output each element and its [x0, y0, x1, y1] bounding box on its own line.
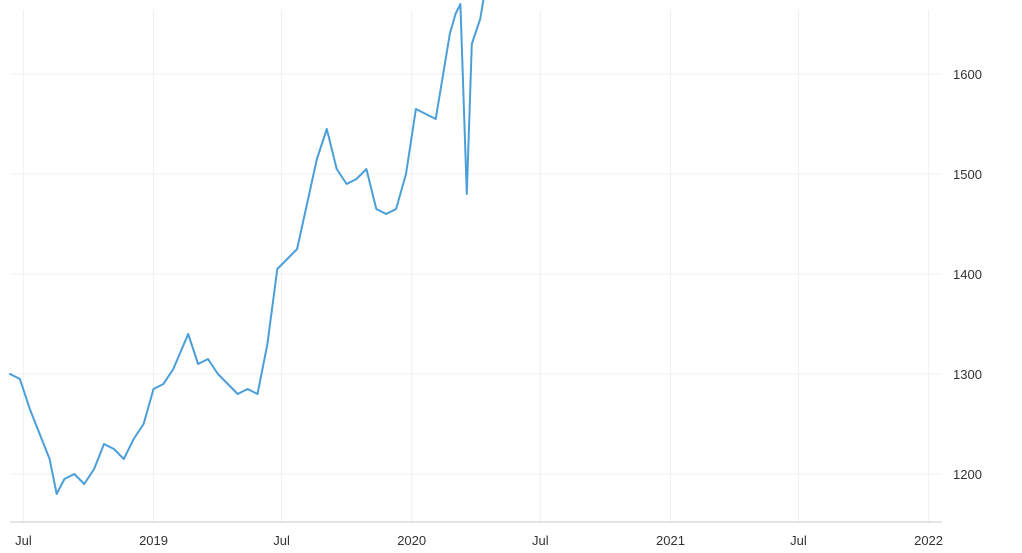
y-tick-label: 1500 [953, 167, 982, 182]
x-tick-label: Jul [790, 533, 807, 548]
y-tick-label: 1200 [953, 467, 982, 482]
y-tick-label: 1400 [953, 267, 982, 282]
x-tick-label: Jul [532, 533, 549, 548]
x-tick-label: 2021 [656, 533, 685, 548]
series-line [9, 0, 485, 495]
x-tick-label: 2022 [914, 533, 943, 548]
y-tick-label: 1600 [953, 67, 982, 82]
x-tick-label: 2019 [139, 533, 168, 548]
x-tick-label: Jul [273, 533, 290, 548]
x-tick-label: 2020 [397, 533, 426, 548]
gridlines [10, 10, 942, 522]
y-tick-label: 1300 [953, 367, 982, 382]
series-layer [9, 0, 485, 495]
axes: 120013001400150016001700180019002000Jul2… [10, 67, 982, 548]
x-tick-label: Jul [15, 533, 32, 548]
